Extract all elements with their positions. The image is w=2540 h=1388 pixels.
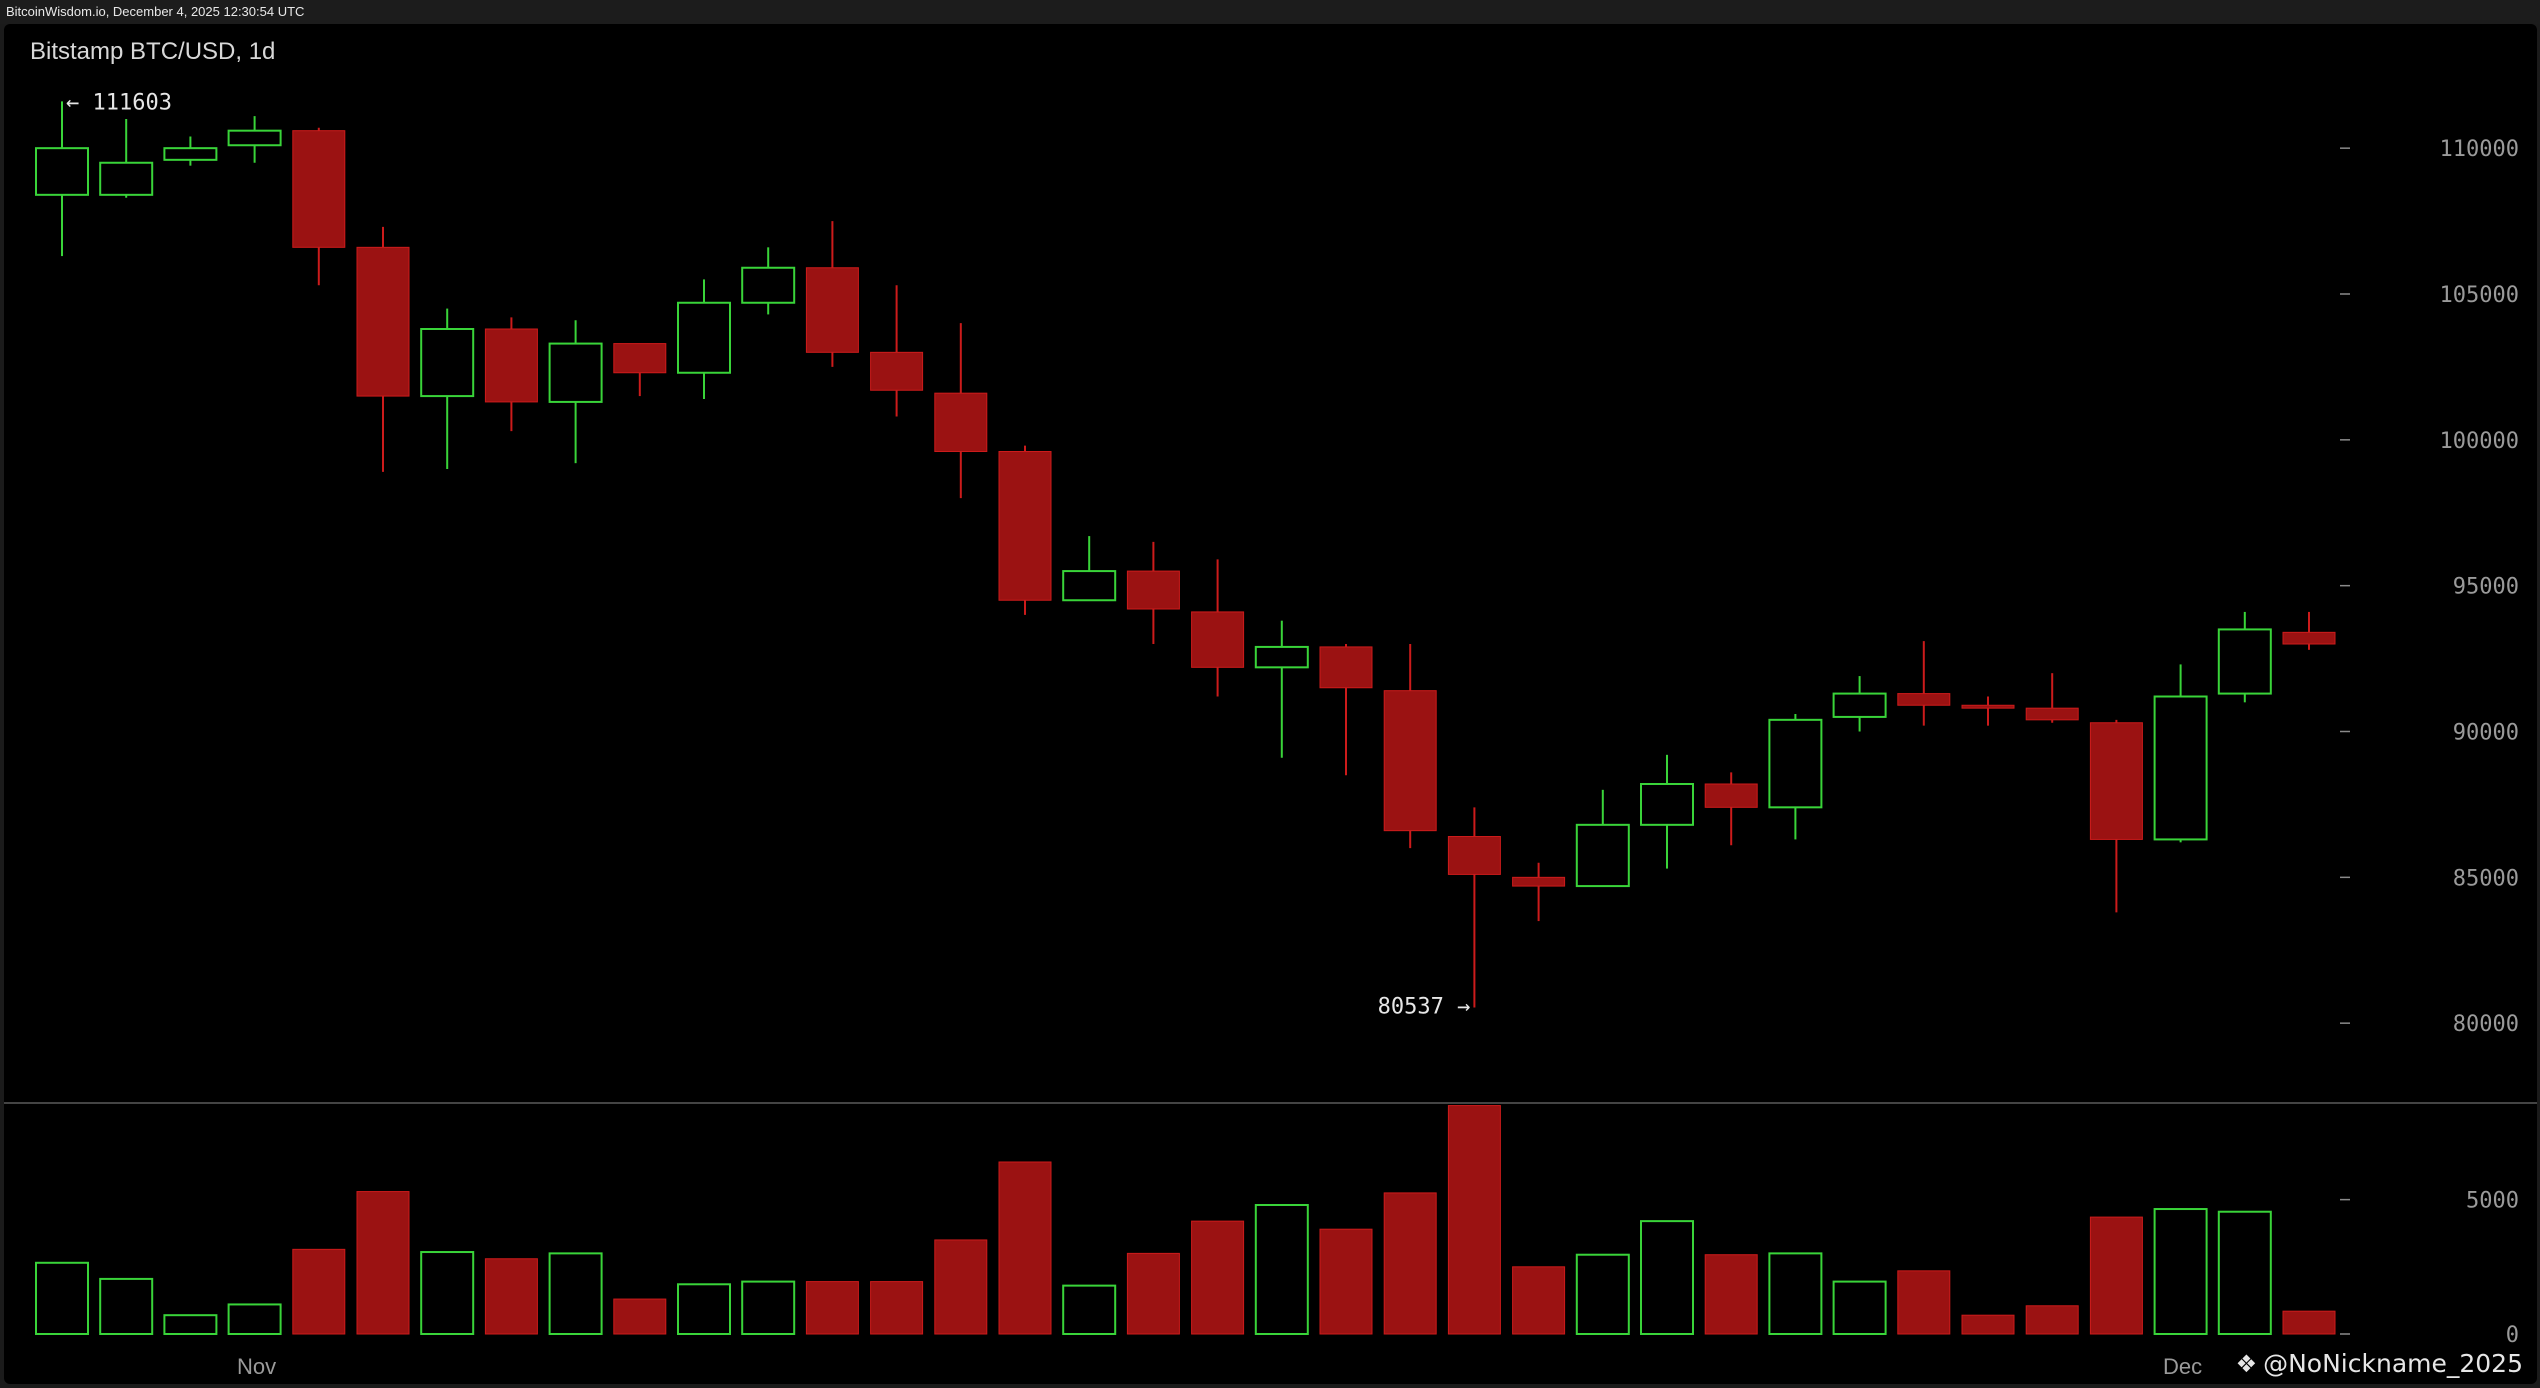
candle-body-up (2153, 695, 2208, 841)
candle-body-up (1062, 570, 1117, 602)
price-axis-label: 105000 (2440, 283, 2519, 308)
candle-body-down (484, 328, 538, 403)
candle-body-up (1640, 783, 1694, 826)
volume-axis-label: 0 (2506, 1323, 2519, 1348)
price-axis-label: 85000 (2453, 866, 2519, 891)
volume-bar-up (99, 1277, 154, 1335)
volume-bar-up (677, 1283, 731, 1335)
candle-body-up (1832, 692, 1887, 718)
candle-body-up (163, 147, 218, 161)
candle-body-down (2282, 631, 2336, 645)
volume-bar-up (1640, 1220, 1694, 1335)
candle-body-up (99, 161, 154, 196)
candle-body-down (1447, 836, 1501, 875)
candle-body-down (1191, 611, 1245, 668)
candle-body-down (2025, 707, 2079, 721)
x-axis-label: Dec (2163, 1354, 2202, 1379)
candle-body-up (1575, 823, 1630, 888)
candle-body-down (1512, 876, 1566, 887)
volume-bar-up (1254, 1204, 1309, 1335)
candle-body-down (1126, 570, 1180, 610)
volume-bar-down (1512, 1266, 1566, 1335)
timestamp-header: BitcoinWisdom.io, December 4, 2025 12:30… (0, 0, 2540, 24)
volume-bar-down (484, 1258, 538, 1335)
volume-bar-up (548, 1252, 603, 1335)
candle-body-up (1768, 718, 1823, 809)
volume-bar-down (613, 1298, 667, 1335)
volume-bar-down (1447, 1105, 1501, 1335)
high-annotation: ← 111603 (66, 90, 172, 115)
volume-bar-down (1704, 1254, 1758, 1335)
volume-bar-up (2153, 1208, 2208, 1335)
price-axis-label: 80000 (2453, 1012, 2519, 1037)
candle-body-up (2217, 628, 2272, 695)
chart-title: Bitstamp BTC/USD, 1d (30, 38, 275, 65)
volume-bar-up (741, 1280, 796, 1335)
candle-body-down (613, 343, 667, 374)
candle-body-down (356, 246, 410, 397)
volume-bar-up (1062, 1284, 1117, 1335)
volume-bar-down (2025, 1305, 2079, 1335)
volume-bar-down (998, 1161, 1052, 1335)
volume-bar-up (227, 1303, 282, 1335)
candle-body-down (870, 351, 924, 391)
candle-body-up (420, 328, 475, 398)
price-axis-label: 90000 (2453, 721, 2519, 746)
volume-bar-up (35, 1261, 89, 1335)
volume-bar-down (870, 1281, 924, 1335)
volume-bar-down (1961, 1314, 2015, 1335)
volume-bar-down (356, 1191, 410, 1335)
volume-axis-label: 5000 (2466, 1189, 2519, 1214)
chart-panel: Bitstamp BTC/USD, 1d 80000 85000 90000 95000… (4, 24, 2537, 1384)
candle-body-down (1897, 693, 1951, 706)
volume-bar-down (1126, 1252, 1180, 1335)
x-axis-label: Nov (237, 1354, 276, 1379)
volume-bar-up (1832, 1280, 1887, 1335)
candle-body-up (227, 129, 282, 147)
candle-body-down (2089, 722, 2143, 840)
watermark-text: @NoNickname_2025 (2263, 1349, 2523, 1378)
volume-bar-down (1383, 1192, 1437, 1335)
candle-body-up (677, 301, 731, 374)
candle-body-down (998, 451, 1052, 601)
candle-body-down (1961, 704, 2015, 709)
candle-body-up (548, 342, 603, 403)
volume-bar-down (2089, 1216, 2143, 1335)
volume-bar-up (420, 1251, 475, 1335)
volume-bar-down (292, 1248, 346, 1335)
butterfly-icon: ❖ (2235, 1349, 2258, 1378)
candle-body-down (1319, 646, 1373, 689)
watermark: ❖ @NoNickname_2025 (2236, 1349, 2523, 1378)
price-axis-label: 100000 (2440, 429, 2519, 454)
candle-body-up (1254, 645, 1309, 669)
volume-bar-down (1319, 1228, 1373, 1335)
volume-bar-down (2282, 1310, 2336, 1335)
candle-body-up (35, 147, 89, 196)
volume-bar-down (805, 1281, 859, 1335)
low-annotation: 80537 → (1378, 995, 1471, 1020)
volume-bar-down (934, 1239, 988, 1335)
price-axis-label: 95000 (2453, 575, 2519, 600)
volume-bar-up (1575, 1253, 1630, 1335)
volume-bar-up (1768, 1252, 1823, 1335)
volume-bar-down (1897, 1270, 1951, 1335)
volume-bar-up (2217, 1210, 2272, 1335)
volume-bar-up (163, 1314, 218, 1335)
price-axis-label: 110000 (2440, 137, 2519, 162)
candle-body-down (1704, 783, 1758, 808)
candle-body-down (805, 267, 859, 353)
volume-bar-down (1191, 1220, 1245, 1335)
candle-body-down (1383, 690, 1437, 832)
candle-body-down (292, 130, 346, 248)
candle-body-up (741, 266, 796, 304)
candle-body-down (934, 392, 988, 452)
candlestick-chart[interactable]: Bitstamp BTC/USD, 1d 80000 85000 90000 95000… (4, 24, 2537, 1384)
